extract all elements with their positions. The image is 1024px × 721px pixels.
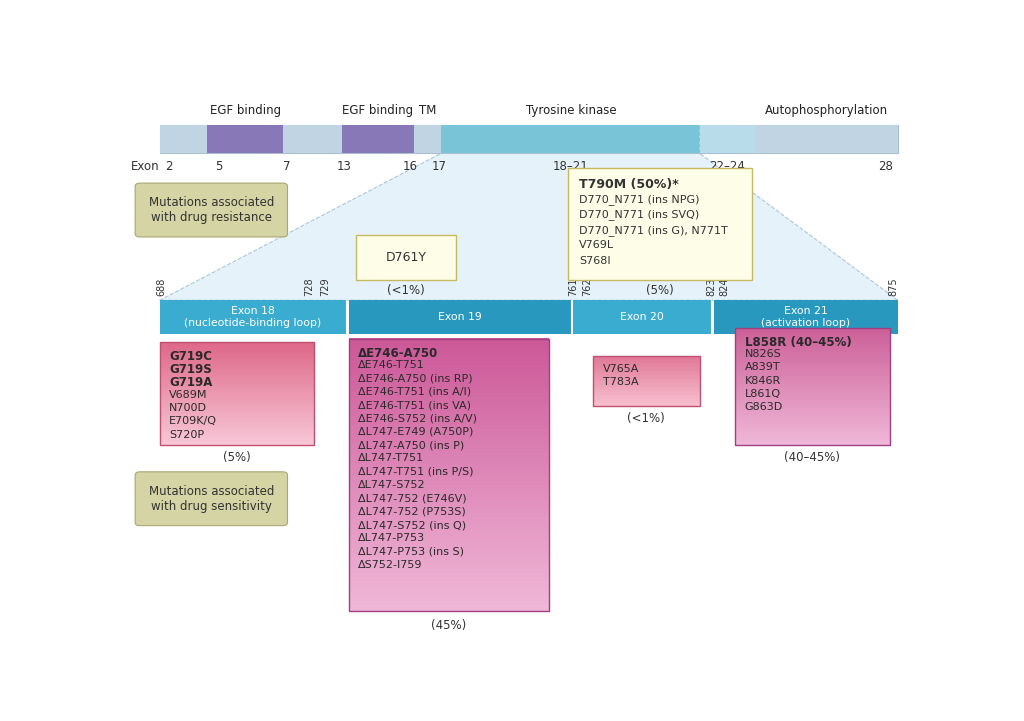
Text: 762: 762 [582, 278, 592, 296]
Text: D770_N771 (ins SVQ): D770_N771 (ins SVQ) [579, 209, 699, 220]
Bar [342, 125, 414, 153]
Bar [414, 125, 441, 153]
Text: G863D: G863D [744, 402, 783, 412]
Text: Mutations associated
with drug sensitivity: Mutations associated with drug sensitivi… [148, 485, 274, 513]
Bar [699, 125, 755, 153]
Text: (<1%): (<1%) [387, 283, 425, 296]
Text: 729: 729 [319, 278, 330, 296]
Text: D761Y: D761Y [385, 251, 426, 264]
Text: D770_N771 (ins G), N771T: D770_N771 (ins G), N771T [579, 225, 727, 236]
Text: (5%): (5%) [646, 283, 674, 296]
Text: ΔE746-T751 (ins A/I): ΔE746-T751 (ins A/I) [358, 387, 471, 397]
Text: ΔE746-A750 (ins RP): ΔE746-A750 (ins RP) [358, 373, 473, 384]
Text: S768I: S768I [579, 256, 610, 266]
Bar [348, 339, 549, 611]
Text: (40–45%): (40–45%) [784, 451, 840, 464]
Bar [348, 300, 570, 334]
Text: ΔL747-P753: ΔL747-P753 [358, 534, 425, 544]
Text: ΔL747-P753 (ins S): ΔL747-P753 (ins S) [358, 547, 464, 557]
Text: L861Q: L861Q [744, 389, 780, 399]
Text: V769L: V769L [579, 240, 614, 250]
Text: ΔL747-752 (E746V): ΔL747-752 (E746V) [358, 493, 467, 503]
Text: K846R: K846R [744, 376, 781, 386]
Text: ΔL747-E749 (A750P): ΔL747-E749 (A750P) [358, 427, 473, 437]
Text: ΔE746-T751: ΔE746-T751 [358, 360, 425, 370]
Text: ΔE746-A750: ΔE746-A750 [358, 347, 438, 360]
Text: T790M (50%)*: T790M (50%)* [579, 178, 679, 191]
Bar [593, 355, 700, 406]
Polygon shape [160, 153, 898, 300]
Text: Exon 21
(activation loop): Exon 21 (activation loop) [761, 306, 850, 328]
Bar [207, 125, 283, 153]
Text: TM: TM [419, 104, 436, 117]
Text: ΔS752-I759: ΔS752-I759 [358, 560, 423, 570]
Text: 7: 7 [283, 160, 291, 173]
Text: E709K/Q: E709K/Q [169, 416, 217, 426]
Bar [573, 300, 712, 334]
Text: A839T: A839T [744, 363, 780, 373]
Text: N826S: N826S [744, 349, 781, 359]
Text: 5: 5 [216, 160, 223, 173]
Text: ΔL747-T751 (ins P/S): ΔL747-T751 (ins P/S) [358, 466, 474, 477]
Text: Exon: Exon [131, 160, 160, 173]
Text: EGF binding: EGF binding [210, 104, 281, 117]
Bar [283, 125, 342, 153]
Text: V689M: V689M [169, 389, 208, 399]
Text: D770_N771 (ins NPG): D770_N771 (ins NPG) [579, 194, 699, 205]
Bar [441, 125, 699, 153]
Text: V765A: V765A [602, 363, 639, 373]
Text: Exon 20: Exon 20 [621, 312, 665, 322]
Text: S720P: S720P [169, 430, 205, 440]
Bar [714, 300, 898, 334]
Bar [160, 125, 898, 153]
Text: ΔL747-T751: ΔL747-T751 [358, 454, 424, 464]
Text: 875: 875 [889, 278, 899, 296]
Text: ΔL747-752 (P753S): ΔL747-752 (P753S) [358, 507, 466, 517]
Text: T783A: T783A [602, 377, 638, 387]
Text: EGF binding: EGF binding [342, 104, 414, 117]
Text: 824: 824 [720, 278, 730, 296]
Text: 728: 728 [304, 278, 314, 296]
Text: (<1%): (<1%) [628, 412, 666, 425]
Text: N700D: N700D [169, 403, 207, 413]
Text: 2: 2 [166, 160, 173, 173]
Text: G719A: G719A [169, 376, 213, 389]
FancyBboxPatch shape [135, 472, 288, 526]
Text: G719S: G719S [169, 363, 212, 376]
Text: 22–24: 22–24 [710, 160, 745, 173]
FancyBboxPatch shape [355, 235, 456, 280]
Text: (5%): (5%) [223, 451, 251, 464]
Text: G719C: G719C [169, 350, 212, 363]
Text: 761: 761 [568, 278, 579, 296]
Text: ΔL747-S752: ΔL747-S752 [358, 480, 426, 490]
FancyBboxPatch shape [568, 168, 752, 280]
Bar [735, 328, 890, 445]
Text: ΔE746-T751 (ins VA): ΔE746-T751 (ins VA) [358, 400, 471, 410]
Text: 823: 823 [707, 278, 717, 296]
Text: L858R (40–45%): L858R (40–45%) [744, 336, 851, 349]
Bar [160, 300, 346, 334]
FancyBboxPatch shape [135, 183, 288, 237]
Bar [160, 342, 314, 445]
Bar [755, 125, 898, 153]
Text: 18–21: 18–21 [553, 160, 589, 173]
Text: ΔL747-S752 (ins Q): ΔL747-S752 (ins Q) [358, 520, 466, 530]
Text: Exon 19: Exon 19 [438, 312, 481, 322]
Text: ΔL747-A750 (ins P): ΔL747-A750 (ins P) [358, 440, 465, 450]
Text: 17: 17 [431, 160, 446, 173]
Text: 16: 16 [402, 160, 417, 173]
Text: 688: 688 [157, 278, 166, 296]
Text: 28: 28 [879, 160, 893, 173]
Bar [160, 125, 207, 153]
Text: (45%): (45%) [431, 619, 466, 632]
Text: 13: 13 [337, 160, 351, 173]
Text: Tyrosine kinase: Tyrosine kinase [525, 104, 616, 117]
Text: ΔE746-S752 (ins A/V): ΔE746-S752 (ins A/V) [358, 414, 477, 423]
Text: Exon 18
(nucleotide-binding loop): Exon 18 (nucleotide-binding loop) [184, 306, 322, 328]
Text: Autophosphorylation: Autophosphorylation [765, 104, 888, 117]
Text: Mutations associated
with drug resistance: Mutations associated with drug resistanc… [148, 196, 274, 224]
